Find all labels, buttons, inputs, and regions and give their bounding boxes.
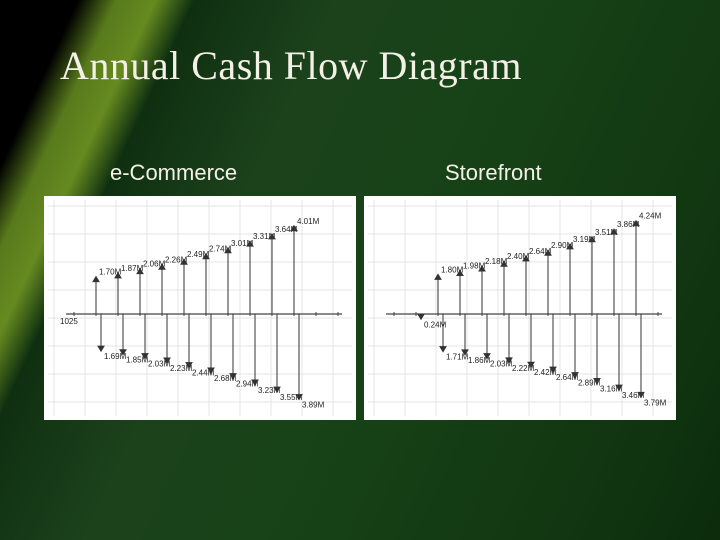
panels-row: 10251.70M1.87M2.06M2.26M2.49M2.74M3.01M3… <box>44 196 676 420</box>
svg-text:1025: 1025 <box>60 317 78 326</box>
cashflow-panel-ecommerce: 10251.70M1.87M2.06M2.26M2.49M2.74M3.01M3… <box>44 196 356 420</box>
panel-label-ecommerce: e-Commerce <box>110 160 237 186</box>
panel-label-storefront: Storefront <box>445 160 542 186</box>
slide: Annual Cash Flow Diagram e-Commerce Stor… <box>0 0 720 540</box>
svg-text:4.01M: 4.01M <box>297 217 320 226</box>
svg-text:3.89M: 3.89M <box>302 401 325 410</box>
svg-text:4.24M: 4.24M <box>639 212 662 221</box>
svg-text:3.79M: 3.79M <box>644 398 667 407</box>
page-title: Annual Cash Flow Diagram <box>60 42 522 89</box>
cashflow-panel-storefront: 1.80M1.98M2.18M2.40M2.64M2.90M3.19M3.51M… <box>364 196 676 420</box>
